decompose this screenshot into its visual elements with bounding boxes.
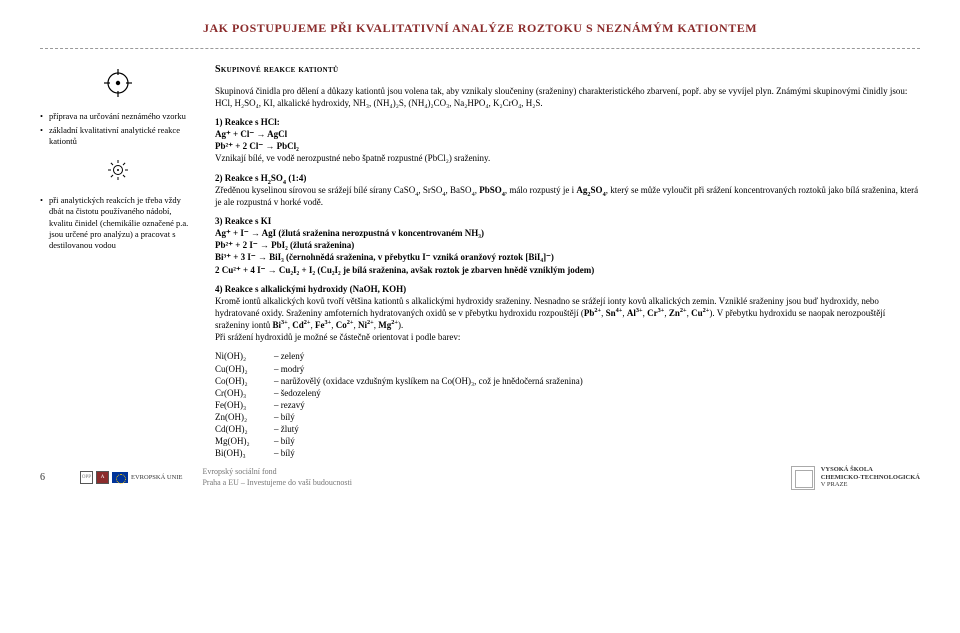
hydroxide-color: – žlutý (274, 423, 587, 435)
r4-p2: Při srážení hydroxidů je možné se částeč… (215, 332, 460, 342)
r3-eq4: 2 Cu²⁺ + 4 I⁻ → Cu₂I₂ + I₂ (Cu₂I₂ je bíl… (215, 265, 594, 275)
hydroxide-formula: Zn(OH)₂ (215, 411, 274, 423)
hydroxide-formula: Ni(OH)₂ (215, 350, 274, 362)
reaction-4: 4) Reakce s alkalickými hydroxidy (NaOH,… (215, 283, 920, 344)
reaction-3: 3) Reakce s KI Ag⁺ + I⁻ → AgI (žlutá sra… (215, 215, 920, 276)
hydroxide-color: – zelený (274, 350, 587, 362)
vscht-text: VYSOKÁ ŠKOLA CHEMICKO-TECHNOLOGICKÁ V PR… (821, 466, 920, 488)
page-title: JAK POSTUPUJEME PŘI KVALITATIVNÍ ANALÝZE… (40, 20, 920, 36)
logo-praha: A (96, 471, 109, 484)
hydroxide-table: Ni(OH)₂– zelenýCu(OH)₂– modrýCo(OH)₂– na… (215, 350, 587, 459)
eu-label: EVROPSKÁ UNIE (131, 474, 182, 481)
hydroxide-formula: Cr(OH)₃ (215, 387, 274, 399)
vscht-logo-icon (791, 466, 815, 490)
intro-para: Skupinová činidla pro dělení a důkazy ka… (215, 85, 920, 109)
table-row: Cu(OH)₂– modrý (215, 363, 587, 375)
footer-right: VYSOKÁ ŠKOLA CHEMICKO-TECHNOLOGICKÁ V PR… (791, 466, 920, 490)
divider (40, 48, 920, 49)
hydroxide-color: – bílý (274, 435, 587, 447)
r4-p1: Kromě iontů alkalických kovů tvoří větši… (215, 296, 885, 330)
hydroxide-formula: Mg(OH)₂ (215, 435, 274, 447)
r3-eq3: Bi³⁺ + 3 I⁻ → BiI₃ (černohnědá sraženina… (215, 252, 554, 262)
r3-eq2: Pb²⁺ + 2 I⁻ → PbI₂ (žlutá sraženina) (215, 240, 354, 250)
r3-eq1: Ag⁺ + I⁻ → AgI (žlutá sraženina nerozpus… (215, 228, 484, 238)
r1-eq2: Pb²⁺ + 2 Cl⁻ → PbCl₂ (215, 141, 299, 151)
hydroxide-formula: Cu(OH)₂ (215, 363, 274, 375)
sun-icon (40, 158, 195, 185)
hydroxide-formula: Bi(OH)₃ (215, 447, 274, 459)
r4-head: 4) Reakce s alkalickými hydroxidy (NaOH,… (215, 284, 406, 294)
hydroxide-color: – rezavý (274, 399, 587, 411)
table-row: Co(OH)₂– narůžovělý (oxidace vzdušným ky… (215, 375, 587, 387)
table-row: Zn(OH)₂– bílý (215, 411, 587, 423)
r3-head: 3) Reakce s KI (215, 216, 271, 226)
reaction-1: 1) Reakce s HCl: Ag⁺ + Cl⁻ → AgCl Pb²⁺ +… (215, 116, 920, 165)
r2-head: 2) Reakce s H2SO4 (1:4) (215, 173, 306, 183)
hydroxide-color: – bílý (274, 411, 587, 423)
vscht-l3: V PRAZE (821, 481, 920, 488)
footer-line1: Evropský sociální fond (202, 467, 770, 477)
table-row: Cd(OH)₂– žlutý (215, 423, 587, 435)
hydroxide-color: – modrý (274, 363, 587, 375)
hydroxide-color: – bílý (274, 447, 587, 459)
bullet-list-2: při analytických reakcích je třeba vždy … (40, 195, 195, 252)
eu-flag-icon (112, 472, 128, 483)
r1-head: 1) Reakce s HCl: (215, 117, 280, 127)
vscht-l1: VYSOKÁ ŠKOLA (821, 466, 920, 473)
logo-opp: OPP (80, 471, 93, 484)
page: JAK POSTUPUJEME PŘI KVALITATIVNÍ ANALÝZE… (0, 0, 960, 500)
hydroxide-color: – šedozelený (274, 387, 587, 399)
list-item: při analytických reakcích je třeba vždy … (40, 195, 195, 252)
page-number: 6 (40, 471, 60, 485)
footer-line2: Praha a EU – Investujeme do vaší budoucn… (202, 478, 770, 488)
reaction-2: 2) Reakce s H2SO4 (1:4) Zředěnou kyselin… (215, 172, 920, 208)
footer-logos-left: OPP A EVROPSKÁ UNIE (80, 471, 182, 484)
r2-text: Zředěnou kyselinou sírovou se srážejí bí… (215, 185, 918, 207)
footer-middle-text: Evropský sociální fond Praha a EU – Inve… (202, 467, 770, 488)
list-item: základní kvalitativní analytické reakce … (40, 125, 195, 148)
list-item: příprava na určování neznámého vzorku (40, 111, 195, 122)
vscht-l2: CHEMICKO-TECHNOLOGICKÁ (821, 474, 920, 481)
table-row: Mg(OH)₂– bílý (215, 435, 587, 447)
section-heading: Skupinové reakce kationtů (215, 63, 920, 77)
r1-note: Vznikají bílé, ve vodě nerozpustné nebo … (215, 153, 490, 163)
table-row: Cr(OH)₃– šedozelený (215, 387, 587, 399)
footer: 6 OPP A EVROPSKÁ UNIE Evropský sociální … (40, 466, 920, 490)
right-column: Skupinové reakce kationtů Skupinová čini… (215, 63, 920, 459)
hydroxide-formula: Co(OH)₂ (215, 375, 274, 387)
table-row: Fe(OH)₃– rezavý (215, 399, 587, 411)
r1-eq1: Ag⁺ + Cl⁻ → AgCl (215, 129, 287, 139)
hydroxide-formula: Cd(OH)₂ (215, 423, 274, 435)
content-columns: příprava na určování neznámého vzorku zá… (40, 63, 920, 459)
target-icon (40, 69, 195, 101)
intro-text: Skupinová činidla pro dělení a důkazy ka… (215, 86, 907, 96)
reagent-list: HCl, H₂SO₄, KI, alkalické hydroxidy, NH₃… (215, 98, 543, 108)
bullet-list-1: příprava na určování neznámého vzorku zá… (40, 111, 195, 147)
left-column: příprava na určování neznámého vzorku zá… (40, 63, 195, 459)
hydroxide-color: – narůžovělý (oxidace vzdušným kyslíkem … (274, 375, 587, 387)
table-row: Bi(OH)₃– bílý (215, 447, 587, 459)
hydroxide-formula: Fe(OH)₃ (215, 399, 274, 411)
table-row: Ni(OH)₂– zelený (215, 350, 587, 362)
